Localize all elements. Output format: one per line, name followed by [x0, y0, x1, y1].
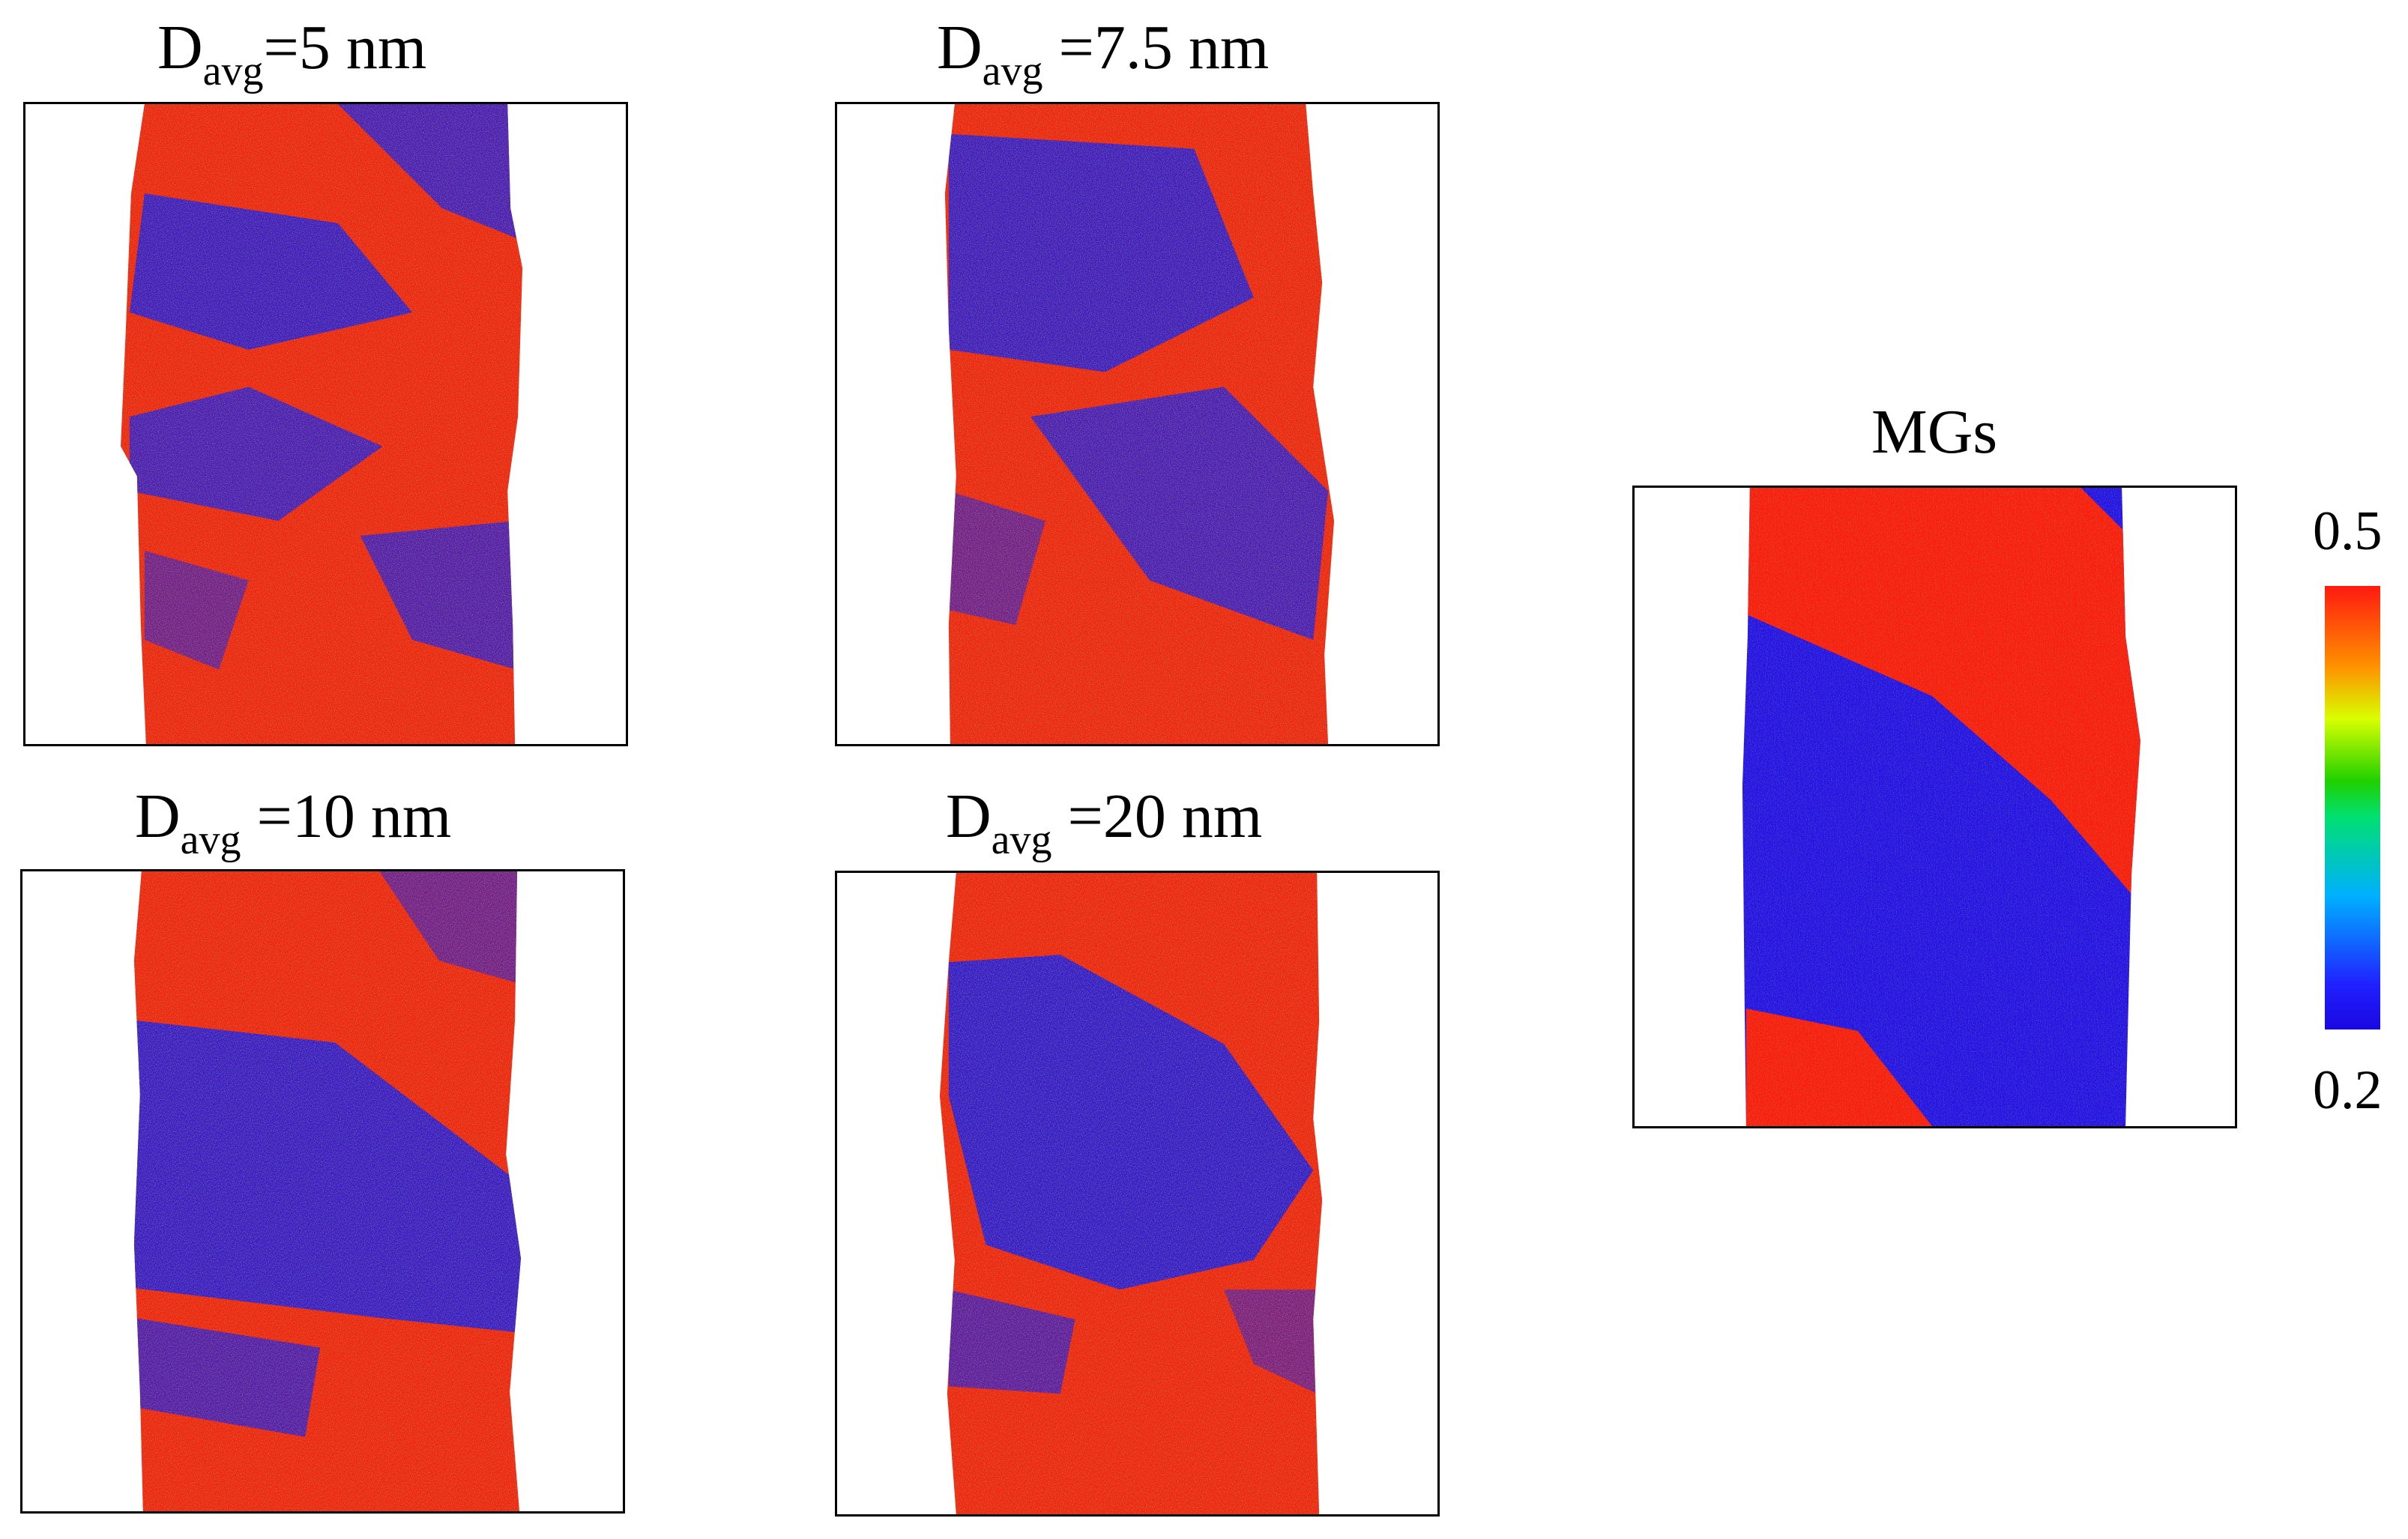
panel-title-mgs: MGs — [1871, 401, 1997, 464]
panel-title-10nm: Davg =10 nm — [135, 785, 451, 863]
title-sub: avg — [982, 48, 1043, 94]
strain-map-mgs — [1742, 488, 2140, 1126]
title-rest: =20 nm — [1051, 781, 1263, 851]
panel-10nm — [20, 869, 625, 1514]
strain-map-10nm — [133, 871, 522, 1511]
strain-map-20nm — [939, 873, 1323, 1514]
strain-map-7-5nm — [944, 104, 1335, 744]
title-main: D — [135, 781, 181, 851]
title-sub: avg — [991, 817, 1052, 863]
colorbar-max-label: 0.5 — [2313, 501, 2383, 562]
title-rest: =10 nm — [241, 781, 452, 851]
title-main: D — [946, 781, 992, 851]
title-main: MGs — [1871, 397, 1998, 467]
panel-mgs — [1632, 486, 2237, 1128]
panel-20nm — [835, 871, 1440, 1517]
panel-7-5nm — [835, 102, 1440, 746]
title-rest: =5 nm — [263, 13, 427, 82]
panel-title-7-5nm: Davg =7.5 nm — [937, 13, 1270, 94]
title-main: D — [937, 13, 983, 82]
colorbar — [2325, 586, 2380, 1029]
strain-map-5nm — [121, 104, 523, 744]
panel-5nm — [23, 102, 628, 746]
title-rest: =7.5 nm — [1042, 13, 1270, 82]
panel-title-20nm: Davg =20 nm — [946, 785, 1262, 863]
panel-title-5nm: Davg=5 nm — [157, 13, 427, 94]
colorbar-min-label: 0.2 — [2313, 1059, 2383, 1121]
title-main: D — [157, 13, 203, 82]
title-sub: avg — [202, 48, 264, 94]
title-sub: avg — [180, 817, 241, 863]
